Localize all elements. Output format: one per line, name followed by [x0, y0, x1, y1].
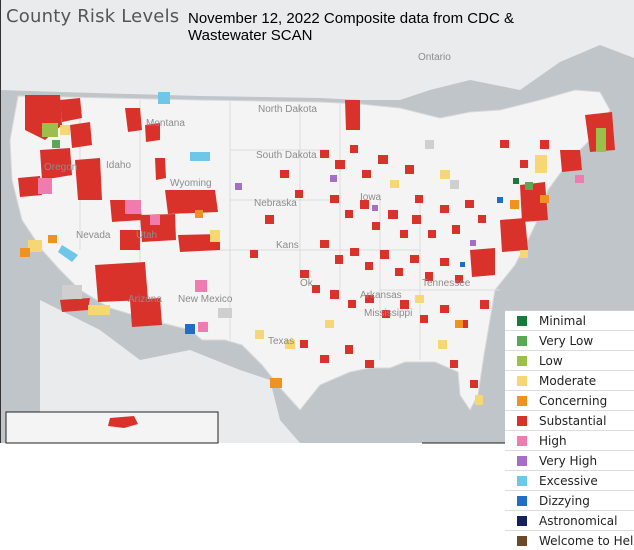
- map-label-idaho: Idaho: [106, 160, 131, 171]
- legend-swatch: [517, 516, 527, 526]
- map-label-tennessee: Tennessee: [422, 278, 471, 289]
- canada-land: [0, 0, 634, 100]
- map-label-oregon: Oregon: [44, 162, 77, 173]
- legend-swatch: [517, 336, 527, 346]
- map-label-arizona: Arizona: [128, 294, 162, 305]
- legend-swatch: [517, 476, 527, 486]
- legend-label: Excessive: [539, 474, 598, 488]
- legend-label: High: [539, 434, 567, 448]
- page-subtitle: November 12, 2022 Composite data from CD…: [188, 10, 514, 44]
- legend-swatch: [517, 396, 527, 406]
- low-counties: [42, 123, 606, 152]
- map-label-new-mexico: New Mexico: [178, 294, 233, 305]
- legend-item-concerning: Concerning: [505, 390, 634, 410]
- map-label-oklahoma: Ok: [300, 278, 314, 289]
- legend-item-excessive: Excessive: [505, 470, 634, 490]
- legend-label: Minimal: [539, 314, 587, 328]
- excessive-counties: [58, 92, 210, 262]
- legend-swatch: [517, 376, 527, 386]
- substantial-counties-scatter: [250, 140, 549, 388]
- map-label-utah: Utah: [136, 230, 157, 241]
- legend-item-high: High: [505, 430, 634, 450]
- page-title: County Risk Levels: [6, 6, 180, 27]
- legend-swatch: [517, 416, 527, 426]
- legend-swatch: [517, 456, 527, 466]
- legend-swatch: [517, 496, 527, 506]
- legend-label: Moderate: [539, 374, 597, 388]
- very-high-counties: [235, 175, 476, 246]
- legend-label: Substantial: [539, 414, 607, 428]
- map-label-kansas: Kans: [276, 240, 299, 251]
- legend-item-substantial: Substantial: [505, 410, 634, 430]
- legend-label: Low: [539, 354, 563, 368]
- legend-label: Welcome to Hell: [539, 534, 634, 548]
- legend-swatch: [517, 356, 527, 366]
- map-label-ontario: Ontario: [418, 52, 451, 63]
- legend-item-dizzying: Dizzying: [505, 490, 634, 510]
- legend: Minimal Very Low Low Moderate Concerning…: [505, 310, 634, 550]
- legend-item-very-high: Very High: [505, 450, 634, 470]
- moderate-counties: [28, 125, 547, 405]
- map-label-wyoming: Wyoming: [170, 178, 212, 189]
- legend-item-moderate: Moderate: [505, 370, 634, 390]
- legend-item-minimal: Minimal: [505, 310, 634, 330]
- very-low-counties: [52, 140, 533, 190]
- legend-item-very-low: Very Low: [505, 330, 634, 350]
- alaska-county: [108, 416, 138, 428]
- legend-label: Concerning: [539, 394, 608, 408]
- map-label-texas: Texas: [268, 336, 294, 347]
- legend-label: Astronomical: [539, 514, 618, 528]
- dizzying-counties: [185, 197, 503, 334]
- frame-border-left: [0, 0, 1, 443]
- legend-item-low: Low: [505, 350, 634, 370]
- legend-label: Dizzying: [539, 494, 590, 508]
- concerning-counties: [20, 195, 549, 388]
- no-data-counties: [62, 140, 459, 318]
- legend-label: Very High: [539, 454, 598, 468]
- legend-swatch: [517, 316, 527, 326]
- substantial-counties: [18, 95, 615, 327]
- legend-item-astronomical: Astronomical: [505, 510, 634, 530]
- mexico-land: [40, 300, 300, 443]
- map-label-montana: Montana: [146, 118, 185, 129]
- high-counties: [38, 175, 584, 332]
- map-label-arkansas: Arkansas: [360, 290, 402, 301]
- legend-label: Very Low: [539, 334, 594, 348]
- minimal-counties: [513, 178, 519, 184]
- map-label-north-dakota: North Dakota: [258, 104, 317, 115]
- map-label-nevada: Nevada: [76, 230, 111, 241]
- map-label-south-dakota: South Dakota: [256, 150, 317, 161]
- map-label-iowa: Iowa: [360, 192, 382, 203]
- alaska-inset: [5, 411, 219, 444]
- legend-swatch: [517, 536, 527, 546]
- legend-item-welcome-to-hell: Welcome to Hell: [505, 530, 634, 550]
- legend-swatch: [517, 436, 527, 446]
- map-label-nebraska: Nebraska: [254, 198, 297, 209]
- map-label-mississippi: Mississippi: [364, 308, 412, 319]
